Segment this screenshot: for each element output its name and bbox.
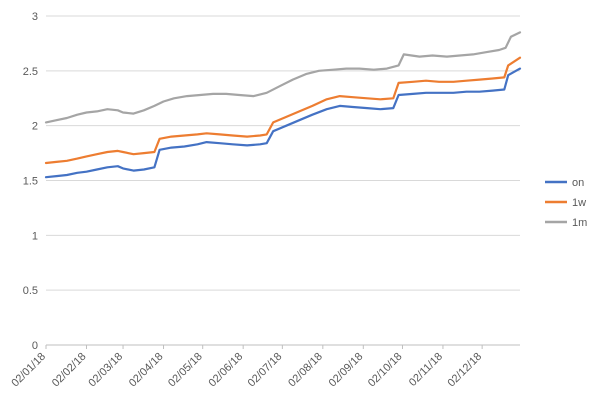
y-tick-label: 3 bbox=[32, 11, 38, 23]
gridlines bbox=[46, 15, 520, 346]
x-tick-label: 02/11/18 bbox=[407, 351, 445, 389]
x-tick-label: 02/02/18 bbox=[50, 351, 89, 390]
series-line-1w bbox=[44, 56, 522, 165]
series-line-on bbox=[44, 67, 522, 179]
y-tick-label: 2.5 bbox=[23, 66, 38, 78]
x-tick-label: 02/09/18 bbox=[327, 351, 366, 390]
x-tick-label: 02/03/18 bbox=[86, 351, 125, 390]
x-tick-label: 02/08/18 bbox=[286, 351, 325, 390]
legend-label-1w: 1w bbox=[572, 197, 586, 209]
x-tick-label: 02/06/18 bbox=[207, 351, 246, 390]
x-tick-label: 02/07/18 bbox=[246, 351, 285, 390]
legend-label-on: on bbox=[572, 177, 584, 189]
x-tick-label: 02/04/18 bbox=[127, 351, 166, 390]
y-tick-label: 1 bbox=[32, 230, 38, 242]
x-tick-label: 02/01/18 bbox=[9, 351, 48, 390]
x-tick-label: 02/10/18 bbox=[366, 351, 405, 390]
y-axis-ticks: 0 0.5 1 1.5 2 2.5 3 bbox=[23, 11, 38, 352]
y-tick-label: 0.5 bbox=[23, 285, 38, 297]
y-tick-label: 2 bbox=[32, 121, 38, 133]
y-tick-label: 1.5 bbox=[23, 176, 38, 188]
y-tick-label: 0 bbox=[32, 340, 38, 352]
legend: on 1w 1m bbox=[545, 177, 587, 229]
legend-label-1m: 1m bbox=[572, 217, 587, 229]
x-tick-label: 02/05/18 bbox=[166, 351, 205, 390]
series-lines bbox=[44, 31, 522, 179]
x-tick-label: 02/12/18 bbox=[445, 351, 484, 390]
series-line-1m bbox=[44, 31, 522, 124]
